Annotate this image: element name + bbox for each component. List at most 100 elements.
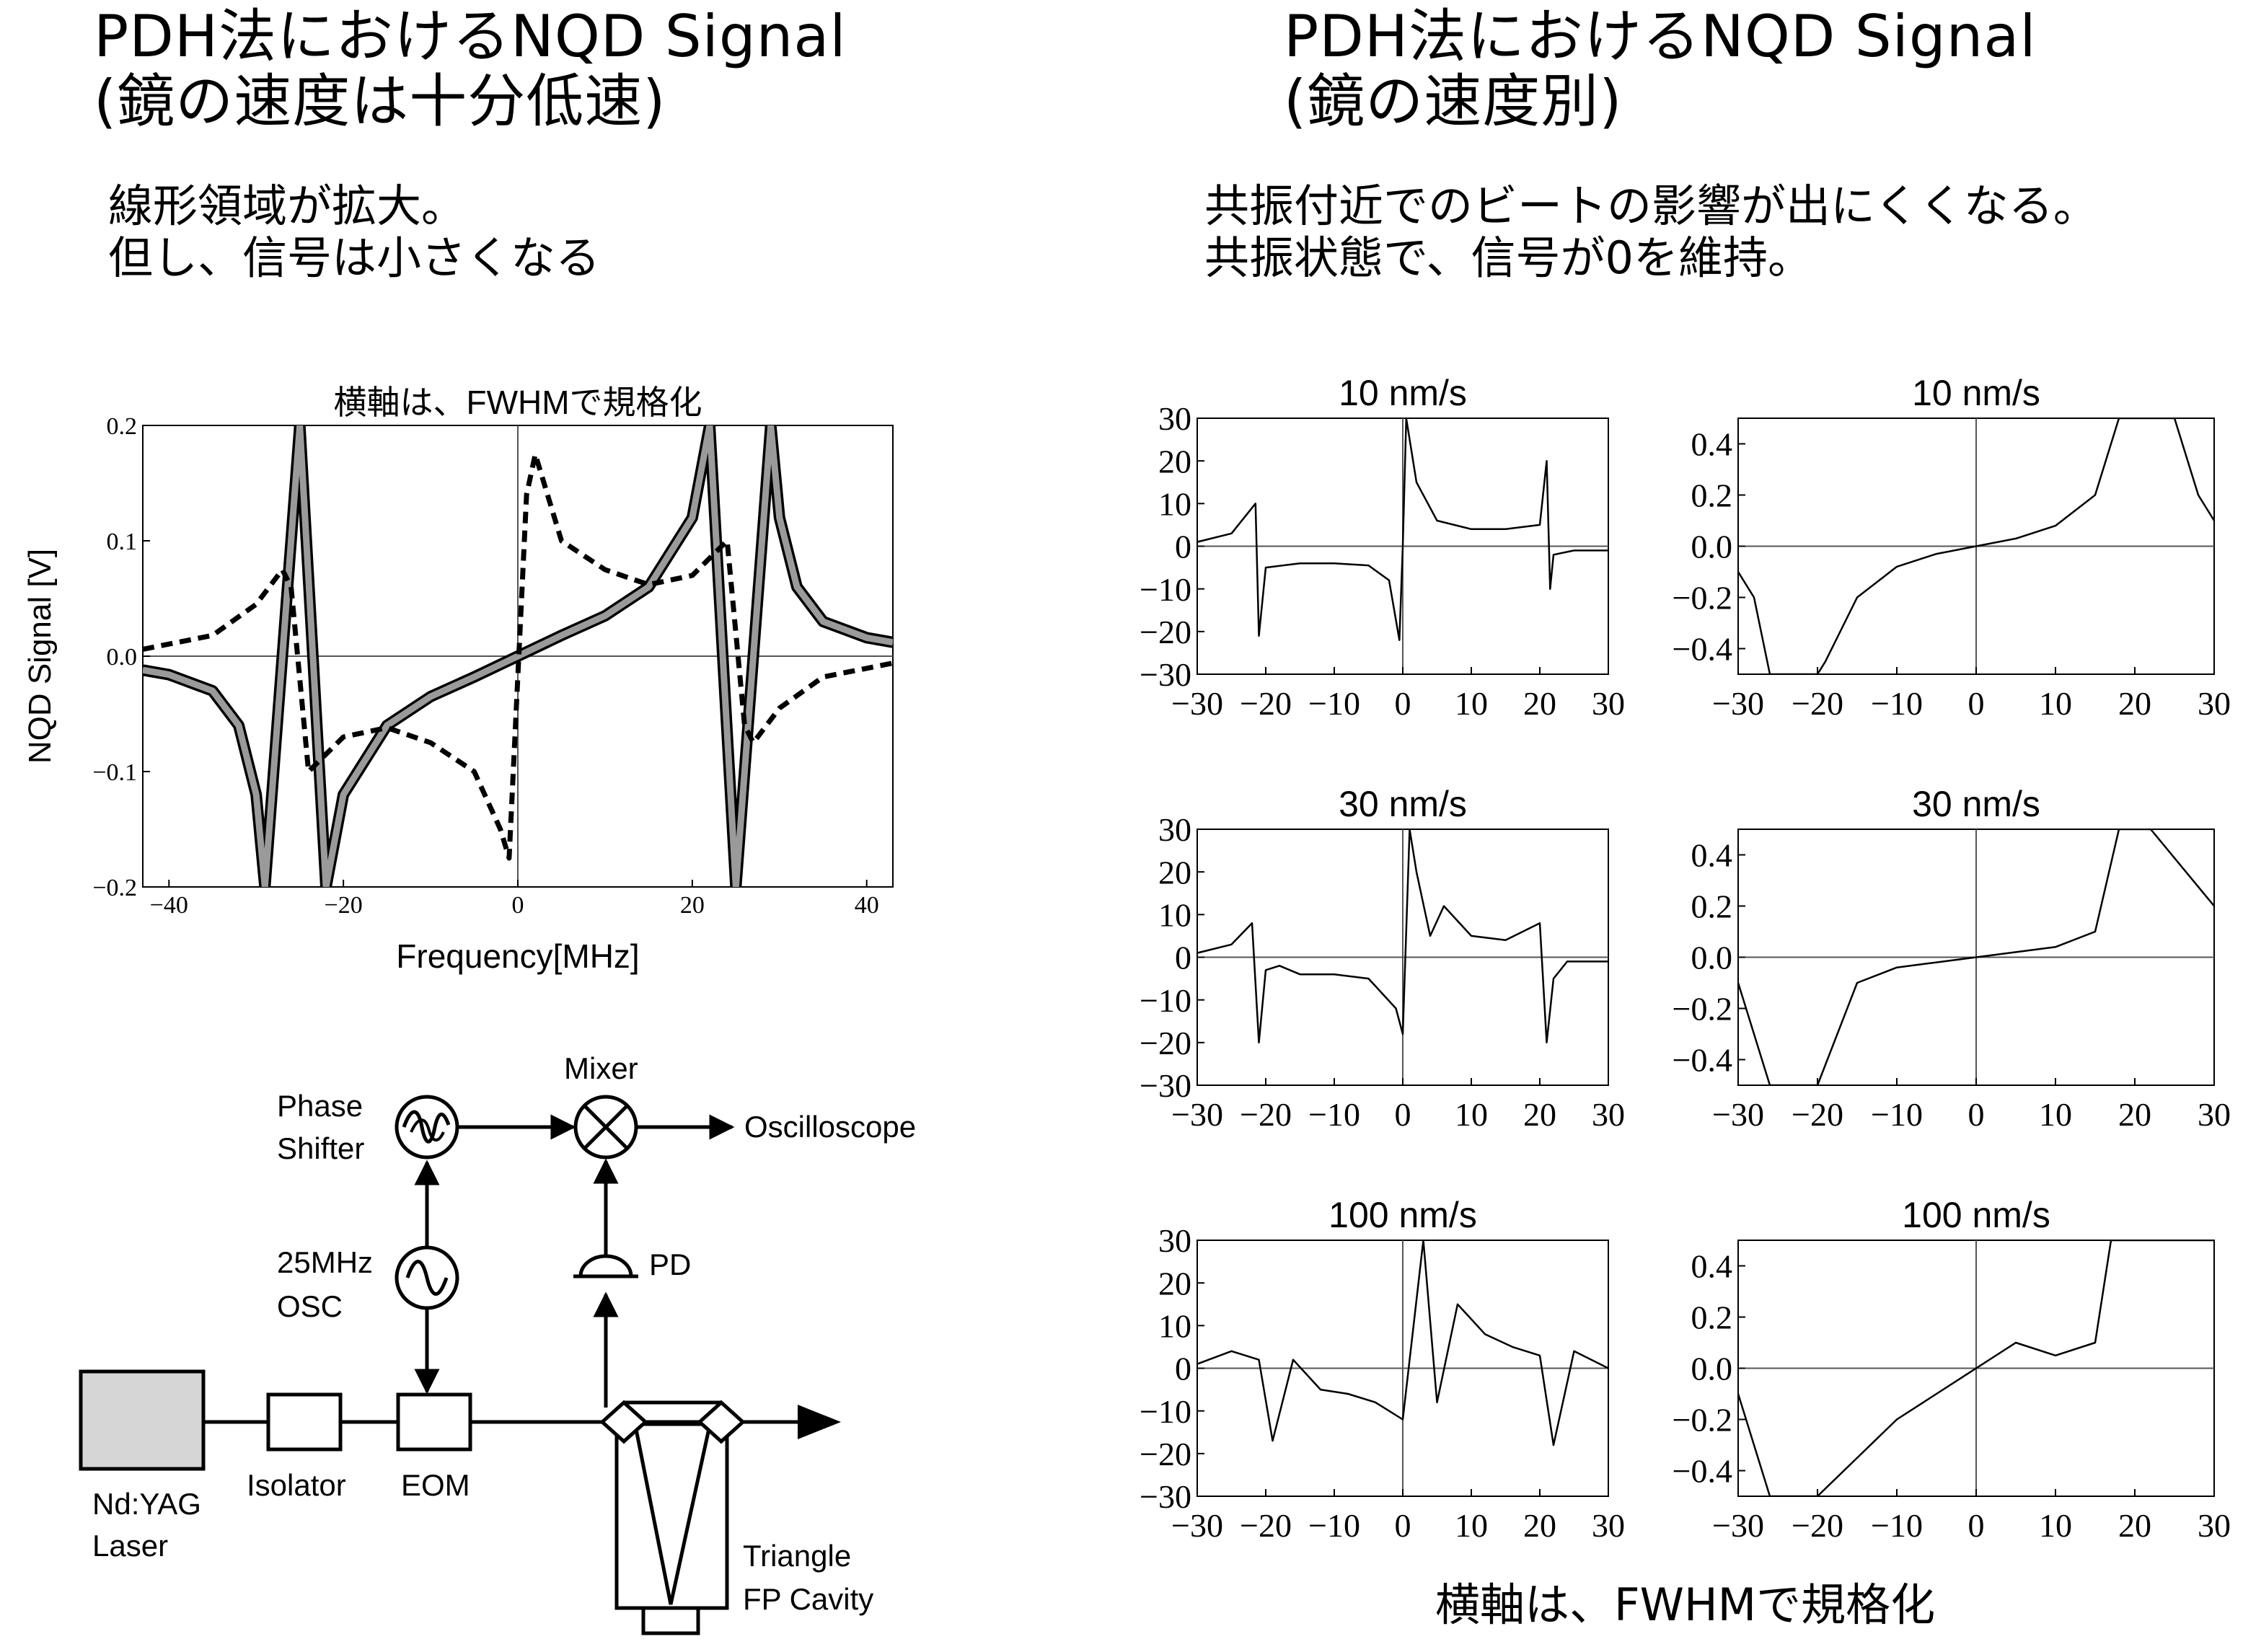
chart-2-xtick-label: 10 <box>2039 685 2072 722</box>
chart-1-ytick-label: −30 <box>1140 656 1191 693</box>
right-note-line2: 共振状態で、信号が0を維持。 <box>1204 231 1812 284</box>
chart-5-xtick-label: 20 <box>1523 1507 1556 1544</box>
chart-4-xtick-label: 30 <box>2198 1096 2231 1133</box>
chart-1-ytick-label: 0 <box>1175 529 1191 565</box>
chart-3-xtick-label: −30 <box>1171 1096 1223 1133</box>
laser-box <box>79 1369 206 1471</box>
chart-2-xtick-label: −30 <box>1712 685 1764 722</box>
chart-5-xtick-label: 30 <box>1592 1507 1625 1544</box>
chart-6-xtick-label: 30 <box>2198 1507 2231 1544</box>
chart-3-xtick-label: 30 <box>1592 1096 1625 1133</box>
chart-0-ytick-label: 0.1 <box>107 529 138 555</box>
chart-4-ytick-label: 0.4 <box>1691 837 1733 874</box>
chart-5-xtick-label: 10 <box>1455 1507 1488 1544</box>
chart-0-xtick-label: 20 <box>680 892 705 919</box>
right-note-line1: 共振付近でのビートの影響が出にくくなる。 <box>1204 180 2098 232</box>
chart-2-xtick-label: −20 <box>1792 685 1843 722</box>
chart-3-ytick-label: −20 <box>1140 1025 1191 1061</box>
label-laser-1: Nd:YAG <box>92 1487 201 1521</box>
label-cavity-2: FP Cavity <box>743 1582 873 1616</box>
chart-4-xtick-label: −20 <box>1792 1096 1843 1133</box>
chart-5-title: 100 nm/s <box>1328 1195 1477 1235</box>
chart-1-xtick-label: −10 <box>1308 685 1360 722</box>
label-phase-2: Shifter <box>277 1131 364 1165</box>
chart-2-xtick-label: 30 <box>2198 685 2231 722</box>
oscillator-icon <box>395 1245 459 1310</box>
chart-1-ytick-label: −10 <box>1140 571 1191 608</box>
chart-5-ytick-label: 20 <box>1158 1265 1191 1302</box>
chart-3-ytick-label: 0 <box>1175 940 1191 976</box>
chart-6-ytick-label: 0.4 <box>1691 1248 1733 1285</box>
mixer-icon <box>573 1095 638 1160</box>
chart-3-ytick-label: 20 <box>1158 854 1191 891</box>
chart-2-ytick-label: 0.4 <box>1691 426 1733 463</box>
chart-4-xtick-label: −30 <box>1712 1096 1764 1133</box>
chart-1-xtick-label: 30 <box>1592 685 1625 722</box>
chart-5-ytick-label: −30 <box>1140 1478 1191 1515</box>
left-note-line2: 但し、信号は小さくなる <box>108 231 601 284</box>
chart-0-xtick-label: −40 <box>150 892 188 919</box>
chart-5-xtick-label: −20 <box>1240 1507 1292 1544</box>
label-oscilloscope: Oscilloscope <box>744 1110 916 1144</box>
chart-5-ytick-label: −10 <box>1140 1393 1191 1430</box>
chart-0-xtick-label: 0 <box>512 892 524 919</box>
chart-2-xtick-label: −10 <box>1871 685 1923 722</box>
chart-3-title: 30 nm/s <box>1339 784 1467 824</box>
chart-2-series-0-line <box>1738 418 2214 674</box>
chart-1-ytick-label: 20 <box>1158 443 1191 480</box>
chart-3-ytick-label: −10 <box>1140 982 1191 1019</box>
chart-6-xtick-label: −30 <box>1712 1507 1764 1544</box>
chart-0-xlabel: Frequency[MHz] <box>396 937 639 975</box>
chart-6-title: 100 nm/s <box>1902 1195 2050 1235</box>
chart-0-ytick-label: −0.1 <box>92 759 137 786</box>
chart-4-ytick-label: 0.2 <box>1691 888 1733 925</box>
chart-0-xtick-label: −20 <box>325 892 363 919</box>
chart-3-xtick-label: −10 <box>1308 1096 1360 1133</box>
chart-6-ytick-label: −0.4 <box>1673 1453 1732 1490</box>
chart-0-ytick-label: −0.2 <box>92 875 137 901</box>
chart-6-xtick-label: 0 <box>1968 1507 1985 1544</box>
chart-0-title: 横軸は、FWHMで規格化 <box>333 384 702 421</box>
chart-6-ytick-label: 0.2 <box>1691 1299 1733 1336</box>
chart-1-title: 10 nm/s <box>1339 373 1467 413</box>
label-pd: PD <box>649 1247 691 1281</box>
chart-4-title: 30 nm/s <box>1912 784 2040 824</box>
label-cavity-1: Triangle <box>743 1539 851 1573</box>
left-title-line1: PDH法におけるNQD Signal <box>94 3 847 70</box>
label-mixer: Mixer <box>564 1051 638 1085</box>
isolator-box <box>266 1392 343 1452</box>
chart-2-xtick-label: 20 <box>2118 685 2151 722</box>
chart-5-xtick-label: −10 <box>1308 1507 1360 1544</box>
chart-3-series-0-line <box>1197 829 1608 1044</box>
chart-5-xtick-label: −30 <box>1171 1507 1223 1544</box>
chart-2-ytick-label: 0.0 <box>1691 529 1733 565</box>
chart-5-ytick-label: 10 <box>1158 1307 1191 1344</box>
chart-1-series-0-line <box>1197 418 1608 641</box>
chart-1-ytick-label: −20 <box>1140 614 1191 650</box>
phase-shifter-icon <box>395 1095 459 1160</box>
chart-0-ytick-label: 0.2 <box>107 413 138 440</box>
chart-1-ytick-label: 30 <box>1158 400 1191 437</box>
chart-1-xtick-label: −20 <box>1240 685 1292 722</box>
chart-0-series-0-line <box>143 425 893 887</box>
chart-4-ytick-label: −0.4 <box>1673 1042 1732 1079</box>
right-footer-note: 横軸は、FWHMで規格化 <box>1435 1578 1936 1631</box>
label-phase-1: Phase <box>277 1089 363 1123</box>
chart-5-ytick-label: 30 <box>1158 1222 1191 1259</box>
chart-1-xtick-label: −30 <box>1171 685 1223 722</box>
chart-4-xtick-label: 10 <box>2039 1096 2072 1133</box>
chart-2-xtick-label: 0 <box>1968 685 1985 722</box>
chart-5-ytick-label: 0 <box>1175 1351 1191 1387</box>
right-title-line2: (鏡の速度別) <box>1284 68 1623 135</box>
chart-3-xtick-label: 20 <box>1523 1096 1556 1133</box>
chart-2-ytick-label: −0.4 <box>1673 631 1732 668</box>
triangle-cavity <box>599 1400 746 1635</box>
chart-1-xtick-label: 10 <box>1455 685 1488 722</box>
chart-6-xtick-label: −10 <box>1871 1507 1923 1544</box>
chart-1-xtick-label: 20 <box>1523 685 1556 722</box>
chart-4-xtick-label: 20 <box>2118 1096 2151 1133</box>
chart-4-series-0-line <box>1738 829 2214 1085</box>
right-title-line1: PDH法におけるNQD Signal <box>1284 3 2037 70</box>
chart-6-ytick-label: −0.2 <box>1673 1402 1732 1439</box>
